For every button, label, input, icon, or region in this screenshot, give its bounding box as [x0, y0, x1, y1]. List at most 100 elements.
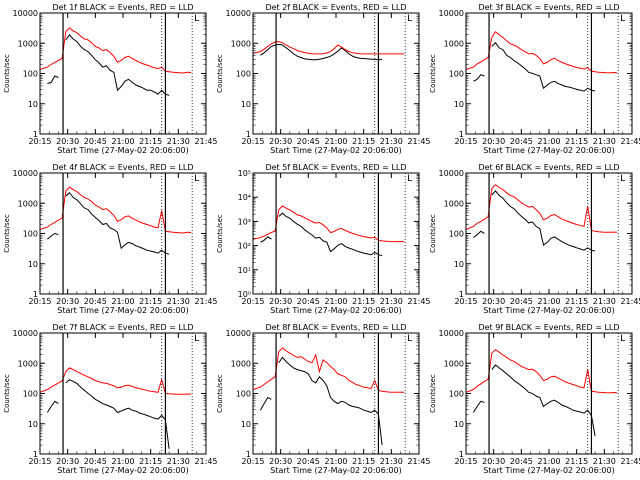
lld-marker-label: L: [194, 174, 199, 184]
x-tick-label: 21:45: [407, 457, 430, 466]
lld-series: [39, 186, 192, 234]
y-tick-label: 10: [241, 420, 251, 429]
y-tick-label: 10000: [439, 9, 464, 18]
lld-series: [465, 348, 618, 394]
y-axis-label: Counts/sec: [3, 54, 11, 93]
x-tick-label: 20:45: [510, 457, 533, 466]
x-tick-label: 21:45: [620, 297, 640, 306]
chart-panel-1: 1 10 100 1000 10000 20:15 20:30 20:45 21:00 21:15…: [3, 3, 218, 155]
y-axis-label: Counts/sec: [3, 214, 11, 253]
y-tick-label: 1000: [444, 39, 464, 48]
events-series: [472, 364, 596, 437]
y-tick-label: 1: [459, 130, 464, 139]
plot-frame: [252, 332, 420, 455]
x-axis-label: Start Time (27-May-02 20:06:00): [57, 466, 188, 475]
x-tick-label: 21:45: [407, 137, 430, 146]
chart-panel-4: 1 10 100 1000 10000 20:15 20:30 20:45 21:00 21:15…: [3, 163, 218, 315]
events-series: [46, 379, 170, 449]
x-tick-label: 20:30: [56, 457, 79, 466]
plot-frame: [465, 332, 633, 455]
x-tick-label: 21:30: [593, 457, 616, 466]
plot-frame: [39, 172, 207, 295]
x-tick-label: 21:30: [593, 297, 616, 306]
y-tick-label: 100: [23, 230, 38, 239]
y-tick-label: 10000: [226, 9, 251, 18]
y-tick-label: 10000: [439, 169, 464, 178]
y-tick-label: 10: [454, 260, 464, 269]
x-tick-label: 21:00: [537, 297, 560, 306]
chart-title: Det 7f BLACK = Events, RED = LLD: [52, 323, 193, 332]
lld-marker-label: L: [194, 14, 199, 24]
x-axis-label: Start Time (27-May-02 20:06:00): [270, 466, 401, 475]
lld-series: [39, 27, 192, 74]
x-tick-label: 20:30: [482, 297, 505, 306]
chart-title: Det 5f BLACK = Events, RED = LLD: [265, 163, 406, 172]
x-tick-label: 21:00: [537, 137, 560, 146]
x-tick-label: 21:30: [380, 457, 403, 466]
x-tick-label: 21:00: [111, 297, 134, 306]
x-tick-label: 20:15: [454, 297, 477, 306]
x-tick-label: 21:45: [620, 137, 640, 146]
y-tick-label: 10000: [226, 329, 251, 338]
x-tick-label: 21:30: [167, 457, 190, 466]
x-tick-label: 21:15: [352, 297, 375, 306]
y-tick-label: 10⁴: [238, 193, 251, 202]
y-tick-label: 1000: [231, 359, 251, 368]
x-axis-label: Start Time (27-May-02 20:06:00): [57, 306, 188, 315]
x-tick-label: 21:45: [194, 297, 217, 306]
y-tick-label: 10: [241, 100, 251, 109]
lld-marker-label: L: [194, 334, 199, 344]
x-tick-label: 21:30: [593, 137, 616, 146]
y-tick-label: 100: [236, 390, 251, 399]
y-tick-label: 10: [454, 420, 464, 429]
chart-panel-9: 1 10 100 1000 10000 20:15 20:30 20:45 21:00 21:15…: [429, 323, 640, 475]
y-axis-label: Counts/sec: [3, 374, 11, 413]
chart-title: Det 8f BLACK = Events, RED = LLD: [265, 323, 406, 332]
x-tick-label: 20:30: [269, 297, 292, 306]
y-tick-label: 10000: [13, 329, 38, 338]
x-tick-label: 20:45: [510, 137, 533, 146]
x-tick-label: 20:15: [241, 297, 264, 306]
x-axis-label: Start Time (27-May-02 20:06:00): [270, 306, 401, 315]
y-tick-label: 10000: [13, 169, 38, 178]
x-axis-label: Start Time (27-May-02 20:06:00): [483, 146, 614, 155]
x-tick-label: 21:00: [324, 297, 347, 306]
x-tick-label: 21:00: [537, 457, 560, 466]
y-tick-label: 10³: [238, 217, 251, 226]
y-tick-label: 10⁰: [238, 290, 251, 299]
x-tick-label: 21:30: [380, 137, 403, 146]
events-series: [473, 190, 596, 252]
x-tick-label: 20:45: [84, 457, 107, 466]
events-series: [259, 356, 383, 446]
y-tick-label: 100: [449, 70, 464, 79]
x-tick-label: 21:45: [620, 457, 640, 466]
x-tick-label: 21:00: [324, 457, 347, 466]
y-tick-label: 100: [449, 230, 464, 239]
x-tick-label: 20:30: [269, 457, 292, 466]
chart-title: Det 6f BLACK = Events, RED = LLD: [478, 163, 619, 172]
x-tick-label: 21:15: [139, 297, 162, 306]
y-tick-label: 1: [246, 130, 251, 139]
y-axis-label: Counts/sec: [216, 374, 224, 413]
x-tick-label: 20:15: [241, 457, 264, 466]
x-tick-label: 20:45: [510, 297, 533, 306]
x-axis-label: Start Time (27-May-02 20:06:00): [270, 146, 401, 155]
chart-panel-2: 1 10 100 1000 10000 20:15 20:30 20:45 21:00 21:15…: [216, 3, 431, 155]
lld-marker-label: L: [620, 334, 625, 344]
x-tick-label: 21:15: [565, 137, 588, 146]
events-series: [473, 41, 596, 92]
lld-marker-label: L: [407, 174, 412, 184]
plot-frame: [39, 332, 207, 455]
y-tick-label: 1: [33, 450, 38, 459]
y-tick-label: 10000: [439, 329, 464, 338]
y-tick-label: 100: [236, 70, 251, 79]
events-series: [47, 34, 170, 96]
x-tick-label: 21:45: [407, 297, 430, 306]
y-tick-label: 100: [23, 390, 38, 399]
lld-series: [252, 347, 405, 393]
y-tick-label: 1000: [444, 199, 464, 208]
lld-marker-label: L: [407, 334, 412, 344]
x-tick-label: 21:15: [139, 137, 162, 146]
x-tick-label: 20:45: [84, 297, 107, 306]
x-tick-label: 20:45: [84, 137, 107, 146]
